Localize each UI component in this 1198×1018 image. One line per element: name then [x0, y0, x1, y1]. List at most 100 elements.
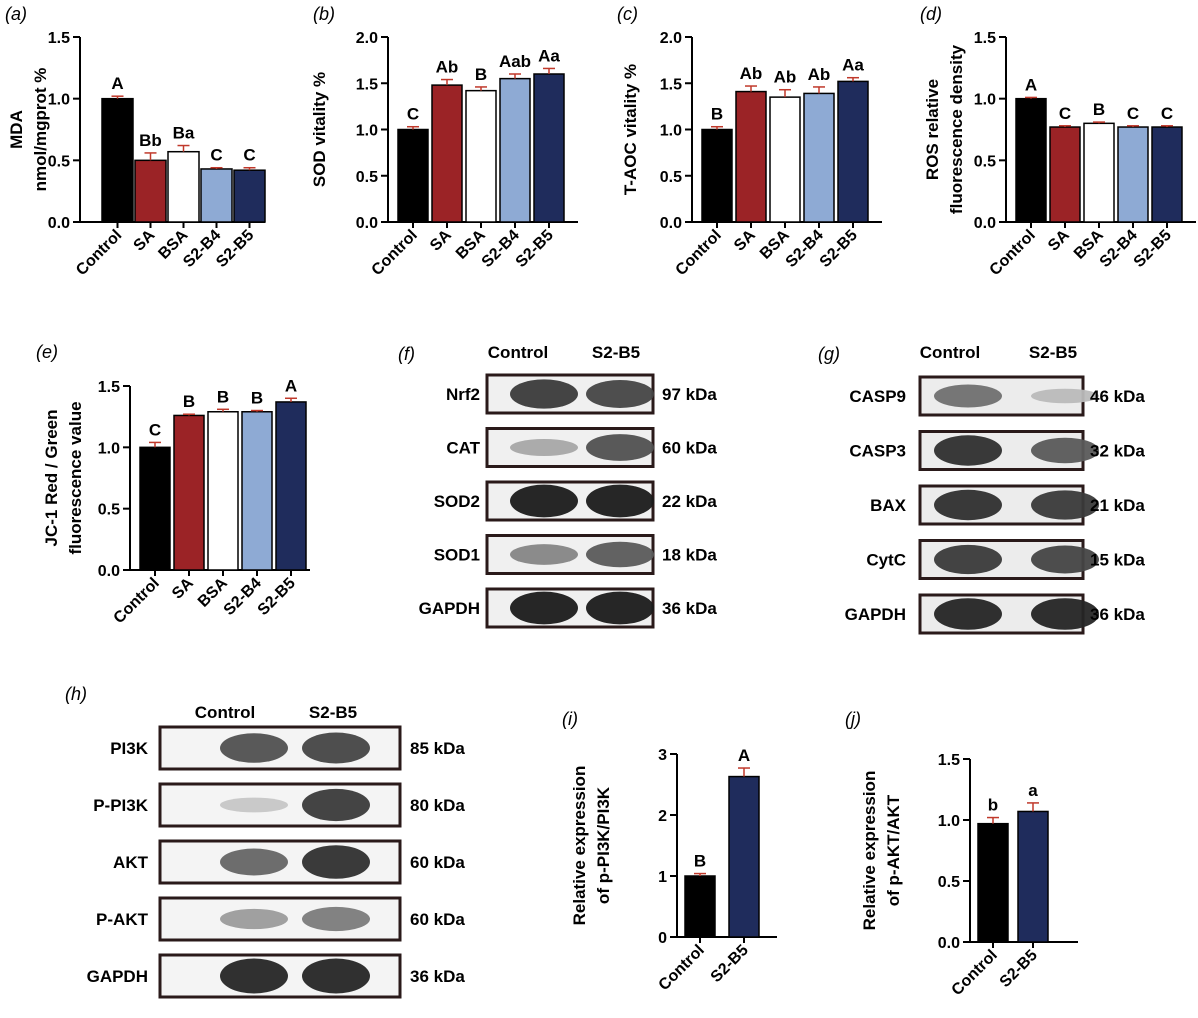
- x-tick-label-sa: SA: [731, 226, 759, 254]
- band-p-akt-s2-b5: [302, 906, 370, 932]
- lane-label-s2-b5: S2-B5: [1029, 343, 1077, 362]
- y-axis-label-line1: MDA: [7, 110, 26, 149]
- significance-letter-s2-b5: C: [243, 146, 255, 165]
- bar-s2-b4: [241, 411, 273, 571]
- band-gapdh-s2-b5: [586, 591, 654, 625]
- panel-label: (j): [845, 709, 861, 729]
- y-axis-label-line2: of p-PI3K/PI3K: [594, 786, 613, 904]
- bar-control: [977, 822, 1009, 943]
- band-casp9-s2-b5: [1031, 388, 1099, 404]
- significance-letter-bsa: B: [1093, 100, 1105, 119]
- band-casp3-control: [934, 435, 1002, 466]
- y-tick-label: 1.0: [938, 813, 960, 830]
- band-gapdh-control: [510, 591, 578, 625]
- chart-panel-b: (b) 0.0 0.5 1.0 1.5 2.0 SOD vitality % C Control…: [310, 4, 578, 279]
- band-bax-control: [934, 489, 1002, 521]
- y-tick-label: 0.5: [356, 169, 378, 186]
- band-sod2-control: [510, 484, 578, 518]
- significance-letter-control: b: [988, 796, 998, 815]
- bar-s2-b5: [233, 169, 266, 223]
- band-gapdh-s2-b5: [1031, 598, 1099, 630]
- panel-label: (d): [920, 4, 942, 24]
- chart-panel-i: (i) 0 1 2 3 Relative expression of p-PI3K/PI3K…: [562, 709, 777, 994]
- kda-label-sod1: 18 kDa: [662, 546, 717, 565]
- significance-letter-sa: Bb: [139, 131, 162, 150]
- x-tick-label-control: Control: [949, 947, 1001, 999]
- band-gapdh-control: [934, 598, 1002, 630]
- blot-panel-g: (g) Control S2-B5 CASP9 46 kDa CASP3 32 kDa BAX…: [818, 343, 1145, 635]
- x-tick-label-s2-b5: S2-B5: [255, 575, 299, 619]
- x-tick-label-s2-b5: S2-B5: [213, 227, 257, 271]
- y-tick-label: 0.5: [98, 502, 120, 519]
- protein-label-cytc: CytC: [866, 551, 906, 570]
- significance-letter-s2-b4: Aab: [499, 52, 531, 71]
- band-nrf2-s2-b5: [586, 380, 654, 408]
- significance-letter-sa: Ab: [740, 64, 763, 83]
- protein-label-akt: AKT: [113, 853, 149, 872]
- protein-label-bax: BAX: [870, 496, 907, 515]
- y-tick-label: 0.0: [974, 215, 996, 232]
- blot-panel-f: (f) Control S2-B5 Nrf2 97 kDa CAT 60 kDa SOD2 22…: [398, 343, 717, 629]
- protein-label-sod1: SOD1: [434, 546, 480, 565]
- bar-sa: [134, 159, 167, 223]
- y-tick-label: 0.5: [938, 874, 960, 891]
- protein-label-p-pi3k: P-PI3K: [93, 796, 149, 815]
- x-tick-label-s2-b5: S2-B5: [817, 227, 861, 271]
- y-tick-label: 1.5: [48, 30, 70, 47]
- significance-letter-s2-b5: Aa: [842, 56, 864, 75]
- y-tick-label: 2: [658, 808, 667, 825]
- protein-label-cat: CAT: [446, 439, 480, 458]
- x-tick-label-control: Control: [987, 227, 1039, 279]
- x-tick-label-s2-b5: S2-B5: [1131, 227, 1175, 271]
- bar-sa: [735, 90, 767, 223]
- band-p-pi3k-s2-b5: [302, 788, 370, 822]
- band-cytc-control: [934, 544, 1002, 575]
- bar-s2-b5: [1151, 126, 1183, 223]
- y-axis-label-line1: ROS relative: [923, 79, 942, 180]
- band-gapdh-s2-b5: [302, 958, 370, 994]
- y-tick-label: 1: [658, 869, 667, 886]
- significance-letter-s2-b5: C: [1161, 104, 1173, 123]
- lane-label-control: Control: [488, 343, 548, 362]
- kda-label-gapdh: 36 kDa: [662, 599, 717, 618]
- y-axis-label-line2: fluorescence density: [947, 44, 966, 214]
- protein-label-casp9: CASP9: [849, 387, 906, 406]
- bar-s2-b4: [1117, 126, 1149, 223]
- kda-label-gapdh: 36 kDa: [1090, 605, 1145, 624]
- x-tick-label-s2-b4: S2-B4: [1097, 227, 1141, 271]
- bar-sa: [431, 84, 463, 223]
- band-sod2-s2-b5: [586, 484, 654, 518]
- chart-panel-j: (j) 0.0 0.5 1.0 1.5 Relative expression of p-A…: [845, 709, 1078, 999]
- band-akt-s2-b5: [302, 845, 370, 879]
- y-tick-label: 1.0: [356, 123, 378, 140]
- significance-letter-s2-b4: B: [251, 389, 263, 408]
- y-tick-label: 1.0: [660, 123, 682, 140]
- band-nrf2-control: [510, 379, 578, 409]
- y-axis-label-line1: Relative expression: [570, 766, 589, 926]
- y-tick-label: 0.0: [938, 935, 960, 952]
- y-tick-label: 1.0: [48, 92, 70, 109]
- kda-label-pi3k: 85 kDa: [410, 739, 465, 758]
- protein-label-nrf2: Nrf2: [446, 385, 480, 404]
- bar-bsa: [769, 96, 801, 223]
- band-p-akt-control: [220, 908, 288, 930]
- significance-letter-s2-b5: Aa: [538, 46, 560, 65]
- bar-s2-b5: [1017, 810, 1049, 943]
- protein-label-gapdh: GAPDH: [419, 599, 480, 618]
- y-axis-label-line2: of p-AKT/AKT: [884, 794, 903, 906]
- bar-s2-b5: [728, 775, 760, 938]
- lane-label-control: Control: [920, 343, 980, 362]
- kda-label-p-pi3k: 80 kDa: [410, 796, 465, 815]
- y-tick-label: 1.5: [938, 752, 960, 769]
- significance-letter-sa: Ab: [436, 58, 459, 77]
- significance-letter-control: A: [111, 74, 123, 93]
- y-axis-label-line1: Relative expression: [860, 771, 879, 931]
- protein-label-gapdh: GAPDH: [845, 605, 906, 624]
- band-sod1-control: [510, 544, 578, 565]
- kda-label-cytc: 15 kDa: [1090, 551, 1145, 570]
- significance-letter-s2-b4: C: [1127, 104, 1139, 123]
- band-p-pi3k-control: [220, 797, 288, 813]
- x-tick-label-control: Control: [673, 227, 725, 279]
- x-tick-label-control: Control: [369, 227, 421, 279]
